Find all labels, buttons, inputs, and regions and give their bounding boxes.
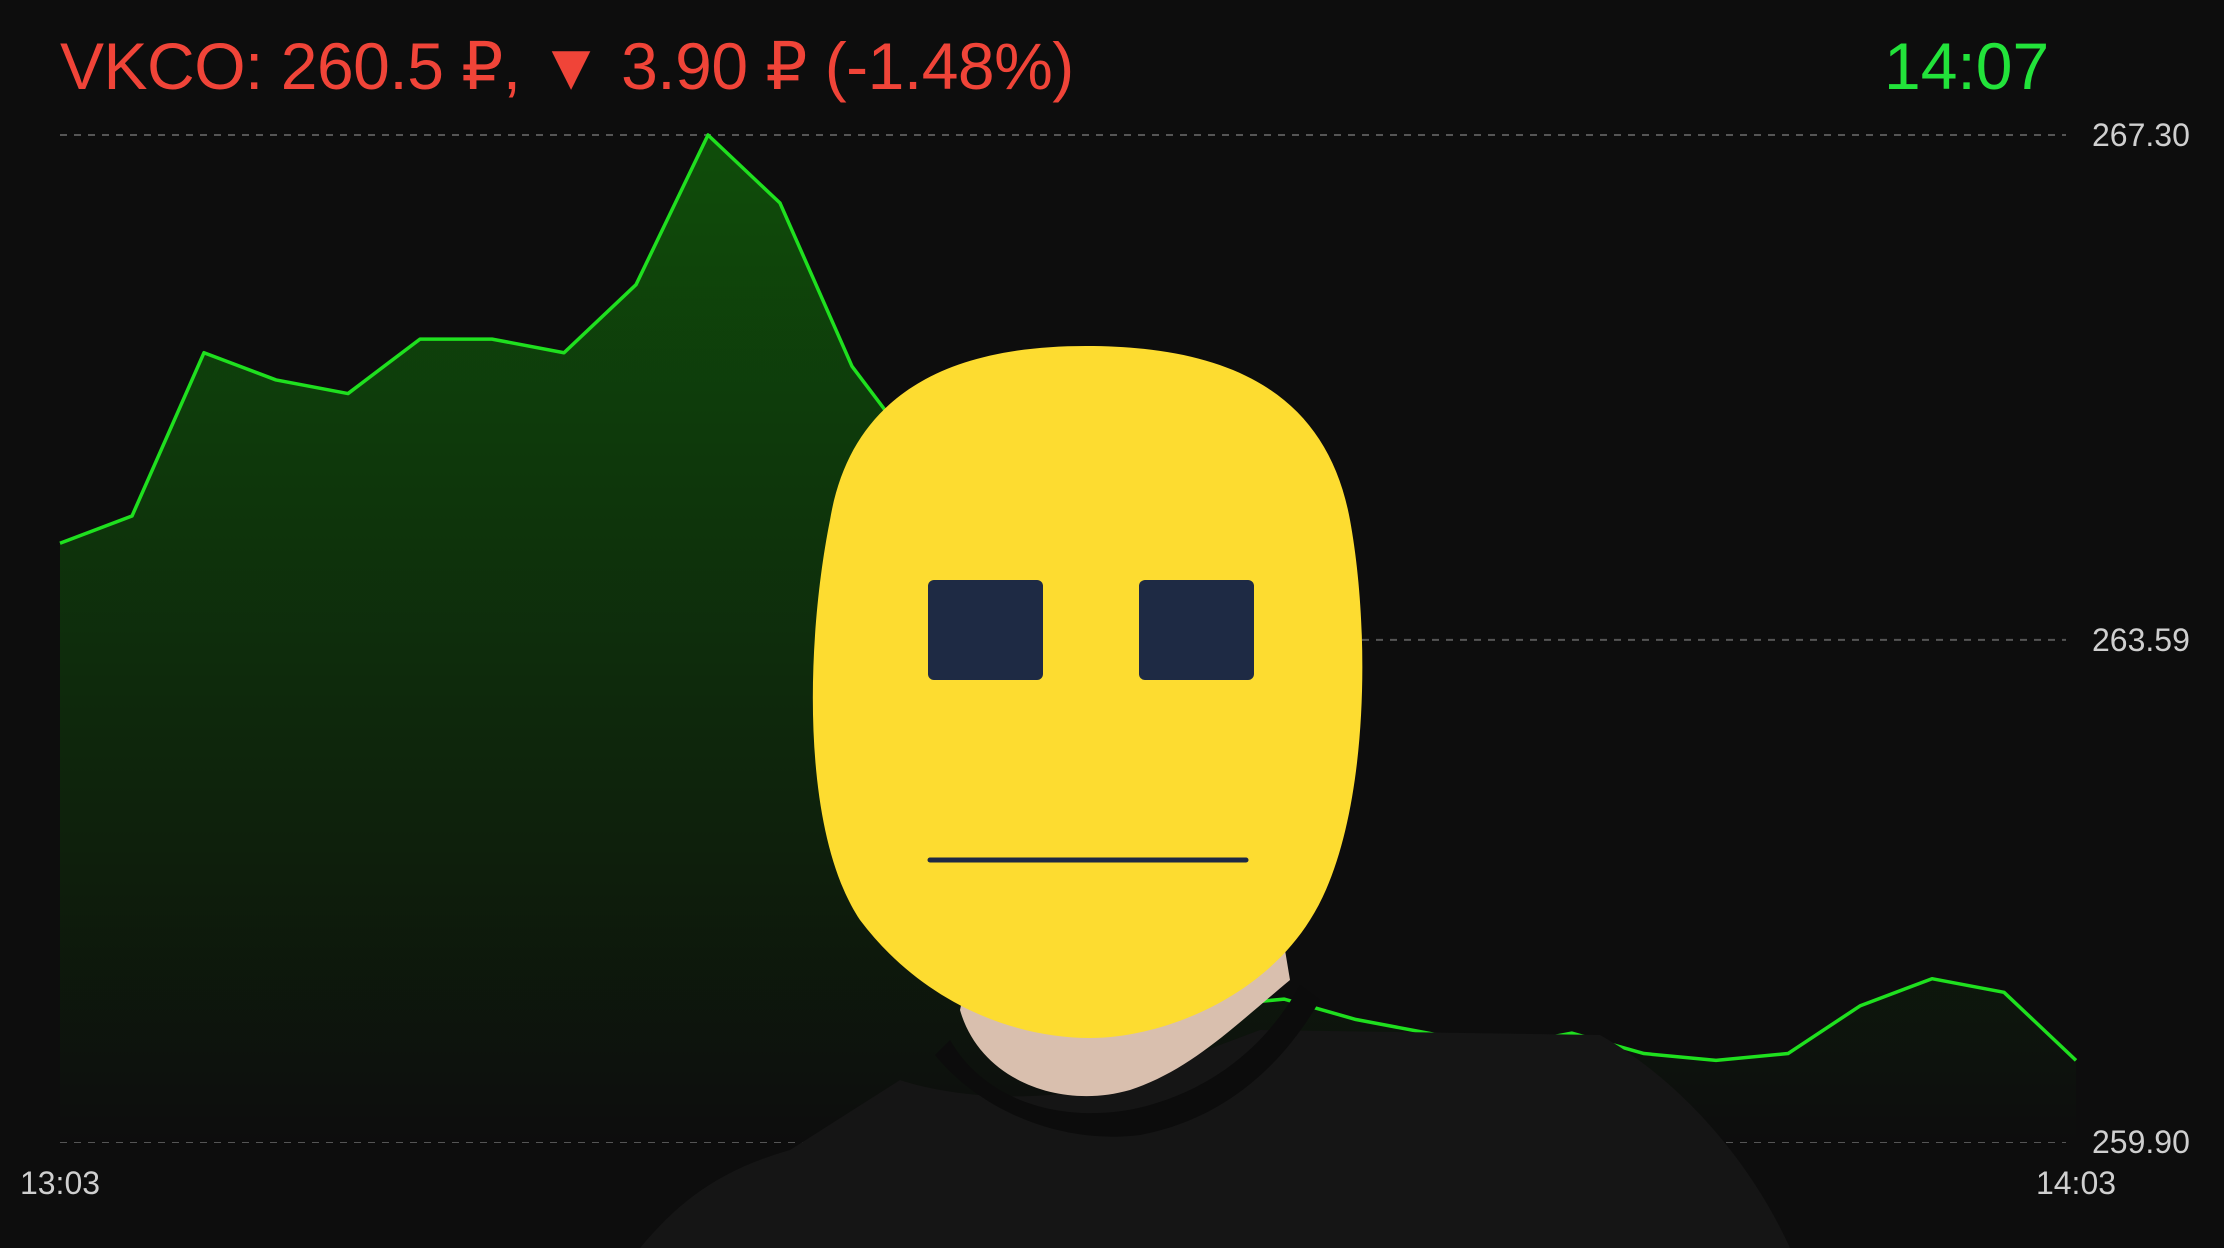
person-overlay	[640, 346, 1790, 1248]
ticker-change: 3.90 ₽ (-1.48%)	[621, 29, 1074, 103]
ticker-price: 260.5 ₽,	[280, 29, 521, 103]
y-tick-label: 259.90	[2092, 1124, 2190, 1160]
price-area	[60, 135, 2076, 1142]
collar	[935, 985, 1320, 1137]
x-axis-labels: 13:03 14:03	[20, 1165, 2116, 1201]
shirt	[640, 1030, 1790, 1248]
y-tick-label: 267.30	[2092, 117, 2190, 153]
left-eye	[928, 580, 1043, 680]
x-tick-label: 13:03	[20, 1165, 100, 1201]
y-tick-label: 263.59	[2092, 622, 2190, 658]
right-eye	[1139, 580, 1254, 680]
ticker-summary: VKCO: 260.5 ₽, ▼ 3.90 ₽ (-1.48%)	[60, 28, 1074, 105]
clock-time: 14:07	[1884, 29, 2050, 103]
x-tick-label: 14:03	[2036, 1165, 2116, 1201]
down-arrow-icon: ▼	[538, 29, 604, 103]
neutral-face-icon	[812, 346, 1363, 1038]
y-axis-labels: 267.30 263.59 259.90	[2092, 117, 2190, 1160]
ticker-symbol: VKCO:	[60, 29, 263, 103]
